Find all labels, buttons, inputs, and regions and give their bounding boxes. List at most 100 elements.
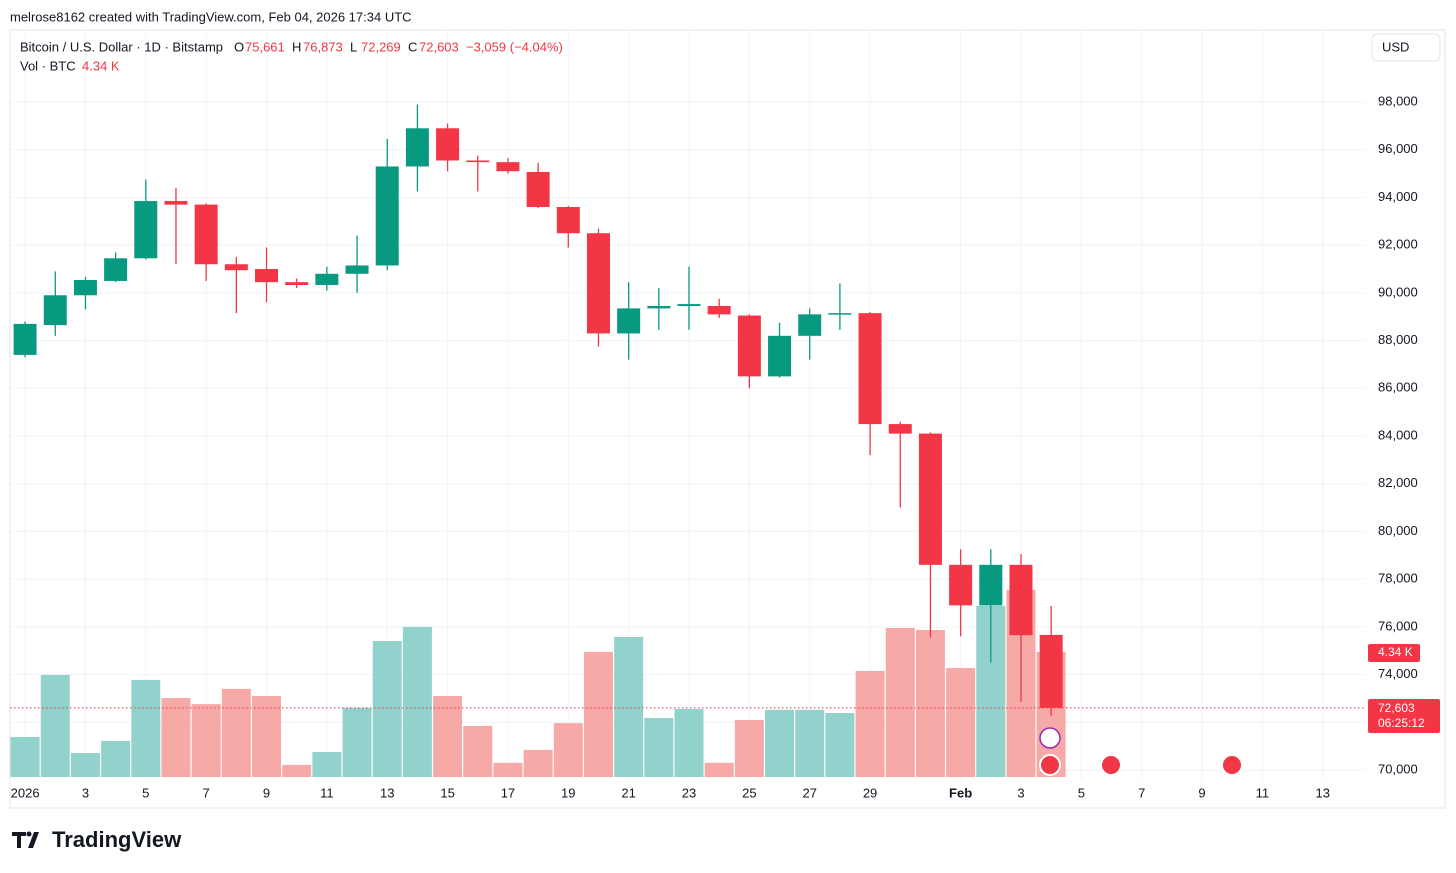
- candle-body: [255, 269, 279, 283]
- volume-bar: [583, 651, 613, 777]
- x-tick-label: Feb: [949, 785, 972, 800]
- volume-bar: [463, 726, 493, 777]
- candle-body: [918, 433, 942, 565]
- candle-body: [737, 315, 761, 377]
- y-tick-label: 76,000: [1378, 618, 1418, 633]
- candle-body: [345, 265, 369, 274]
- countdown: 06:25:12: [1378, 716, 1425, 730]
- candle-body: [164, 201, 188, 205]
- y-tick-label: 94,000: [1378, 189, 1418, 204]
- ohlc-key: H: [292, 39, 301, 54]
- x-tick-label: 13: [1316, 785, 1330, 800]
- candle-body: [194, 204, 218, 265]
- event-icon[interactable]: [1039, 754, 1061, 776]
- candle-body: [677, 304, 701, 307]
- x-tick-label: 19: [561, 785, 575, 800]
- brand-logo: [12, 831, 39, 848]
- volume-bar: [70, 753, 100, 777]
- candle-body: [888, 424, 912, 434]
- candle-body: [134, 201, 158, 259]
- x-tick-label: 5: [142, 785, 149, 800]
- currency-box[interactable]: [1371, 33, 1441, 62]
- candle-body: [104, 258, 128, 281]
- ohlc-value: 72,603: [419, 39, 459, 54]
- y-tick-label: 74,000: [1378, 666, 1418, 681]
- x-tick-label: 11: [1256, 785, 1270, 800]
- change: −3,059 (−4.04%): [466, 39, 563, 54]
- volume-bar: [734, 719, 764, 777]
- candle-body: [979, 564, 1003, 606]
- x-tick-label: 2026: [11, 785, 40, 800]
- event-icon[interactable]: [1100, 754, 1122, 776]
- candle-body: [949, 564, 973, 606]
- x-tick-label: 13: [380, 785, 394, 800]
- volume-bar: [402, 626, 432, 777]
- y-tick-label: 84,000: [1378, 427, 1418, 442]
- y-tick-label: 90,000: [1378, 284, 1418, 299]
- volume-bar: [704, 762, 734, 777]
- y-tick-label: 92,000: [1378, 237, 1418, 252]
- volume-bar: [855, 670, 885, 777]
- x-tick-label: 7: [1138, 785, 1145, 800]
- volume-bar: [946, 668, 976, 777]
- currency[interactable]: USD: [1382, 39, 1409, 54]
- volume-bar: [131, 679, 161, 777]
- x-tick-label: 17: [501, 785, 515, 800]
- candle-body: [768, 335, 792, 377]
- ohlc-value: 72,269: [361, 39, 401, 54]
- x-tick-label: 27: [802, 785, 816, 800]
- y-tick-label: 70,000: [1378, 761, 1418, 776]
- candle-body: [13, 323, 37, 355]
- volume-label: 4.34 K: [82, 58, 120, 73]
- volume-badge-label: 4.34 K: [1378, 645, 1413, 659]
- credit: melrose8162 created with TradingView.com…: [10, 9, 412, 24]
- chart-title: Bitcoin / U.S. Dollar · 1D · Bitstamp: [20, 39, 223, 54]
- ohlc-value: 76,873: [303, 39, 343, 54]
- brand: TradingView: [52, 827, 182, 852]
- candle-body: [436, 128, 460, 161]
- x-tick-label: 9: [263, 785, 270, 800]
- y-tick-label: 82,000: [1378, 475, 1418, 490]
- axes: 70,00072,00074,00076,00078,00080,00082,0…: [11, 93, 1418, 800]
- x-tick-label: 15: [440, 785, 454, 800]
- volume-bar: [221, 688, 251, 777]
- candle-layer: [10, 104, 1365, 716]
- y-tick-label: 98,000: [1378, 93, 1418, 108]
- candle-body: [73, 280, 97, 296]
- price-badge-label: 72,603: [1378, 701, 1415, 715]
- candle-body: [1009, 564, 1033, 636]
- candle-body: [586, 233, 610, 334]
- x-tick-label: 23: [682, 785, 696, 800]
- volume-bar: [161, 698, 191, 777]
- ohlc-key: C: [408, 39, 417, 54]
- event-icon[interactable]: [1221, 754, 1243, 776]
- volume-bar: [40, 675, 70, 777]
- event-icons: [1039, 727, 1243, 776]
- price-badge: [1368, 699, 1440, 733]
- volume-bar: [825, 713, 855, 777]
- brand-dot: [26, 831, 32, 837]
- x-tick-label: 21: [621, 785, 635, 800]
- x-tick-label: 11: [320, 785, 334, 800]
- candle-body: [43, 295, 67, 326]
- ohlc-key: O: [234, 39, 244, 54]
- x-tick-label: 7: [203, 785, 210, 800]
- volume-bar: [433, 696, 463, 777]
- volume-badge: [1368, 644, 1420, 662]
- volume-bar: [372, 641, 402, 777]
- event-icon[interactable]: [1039, 727, 1061, 749]
- candle-body: [707, 306, 731, 315]
- volume-bar: [191, 704, 221, 777]
- volume-bar: [795, 709, 825, 777]
- candle-body: [1039, 634, 1063, 708]
- y-tick-label: 78,000: [1378, 571, 1418, 586]
- x-tick-label: 5: [1078, 785, 1085, 800]
- volume-bar: [10, 736, 40, 777]
- y-tick-label: 88,000: [1378, 332, 1418, 347]
- candle-body: [798, 314, 822, 336]
- x-tick-label: 29: [863, 785, 877, 800]
- volume-bar: [252, 696, 282, 777]
- chart-frame: [9, 29, 1446, 809]
- volume-bar: [614, 636, 644, 777]
